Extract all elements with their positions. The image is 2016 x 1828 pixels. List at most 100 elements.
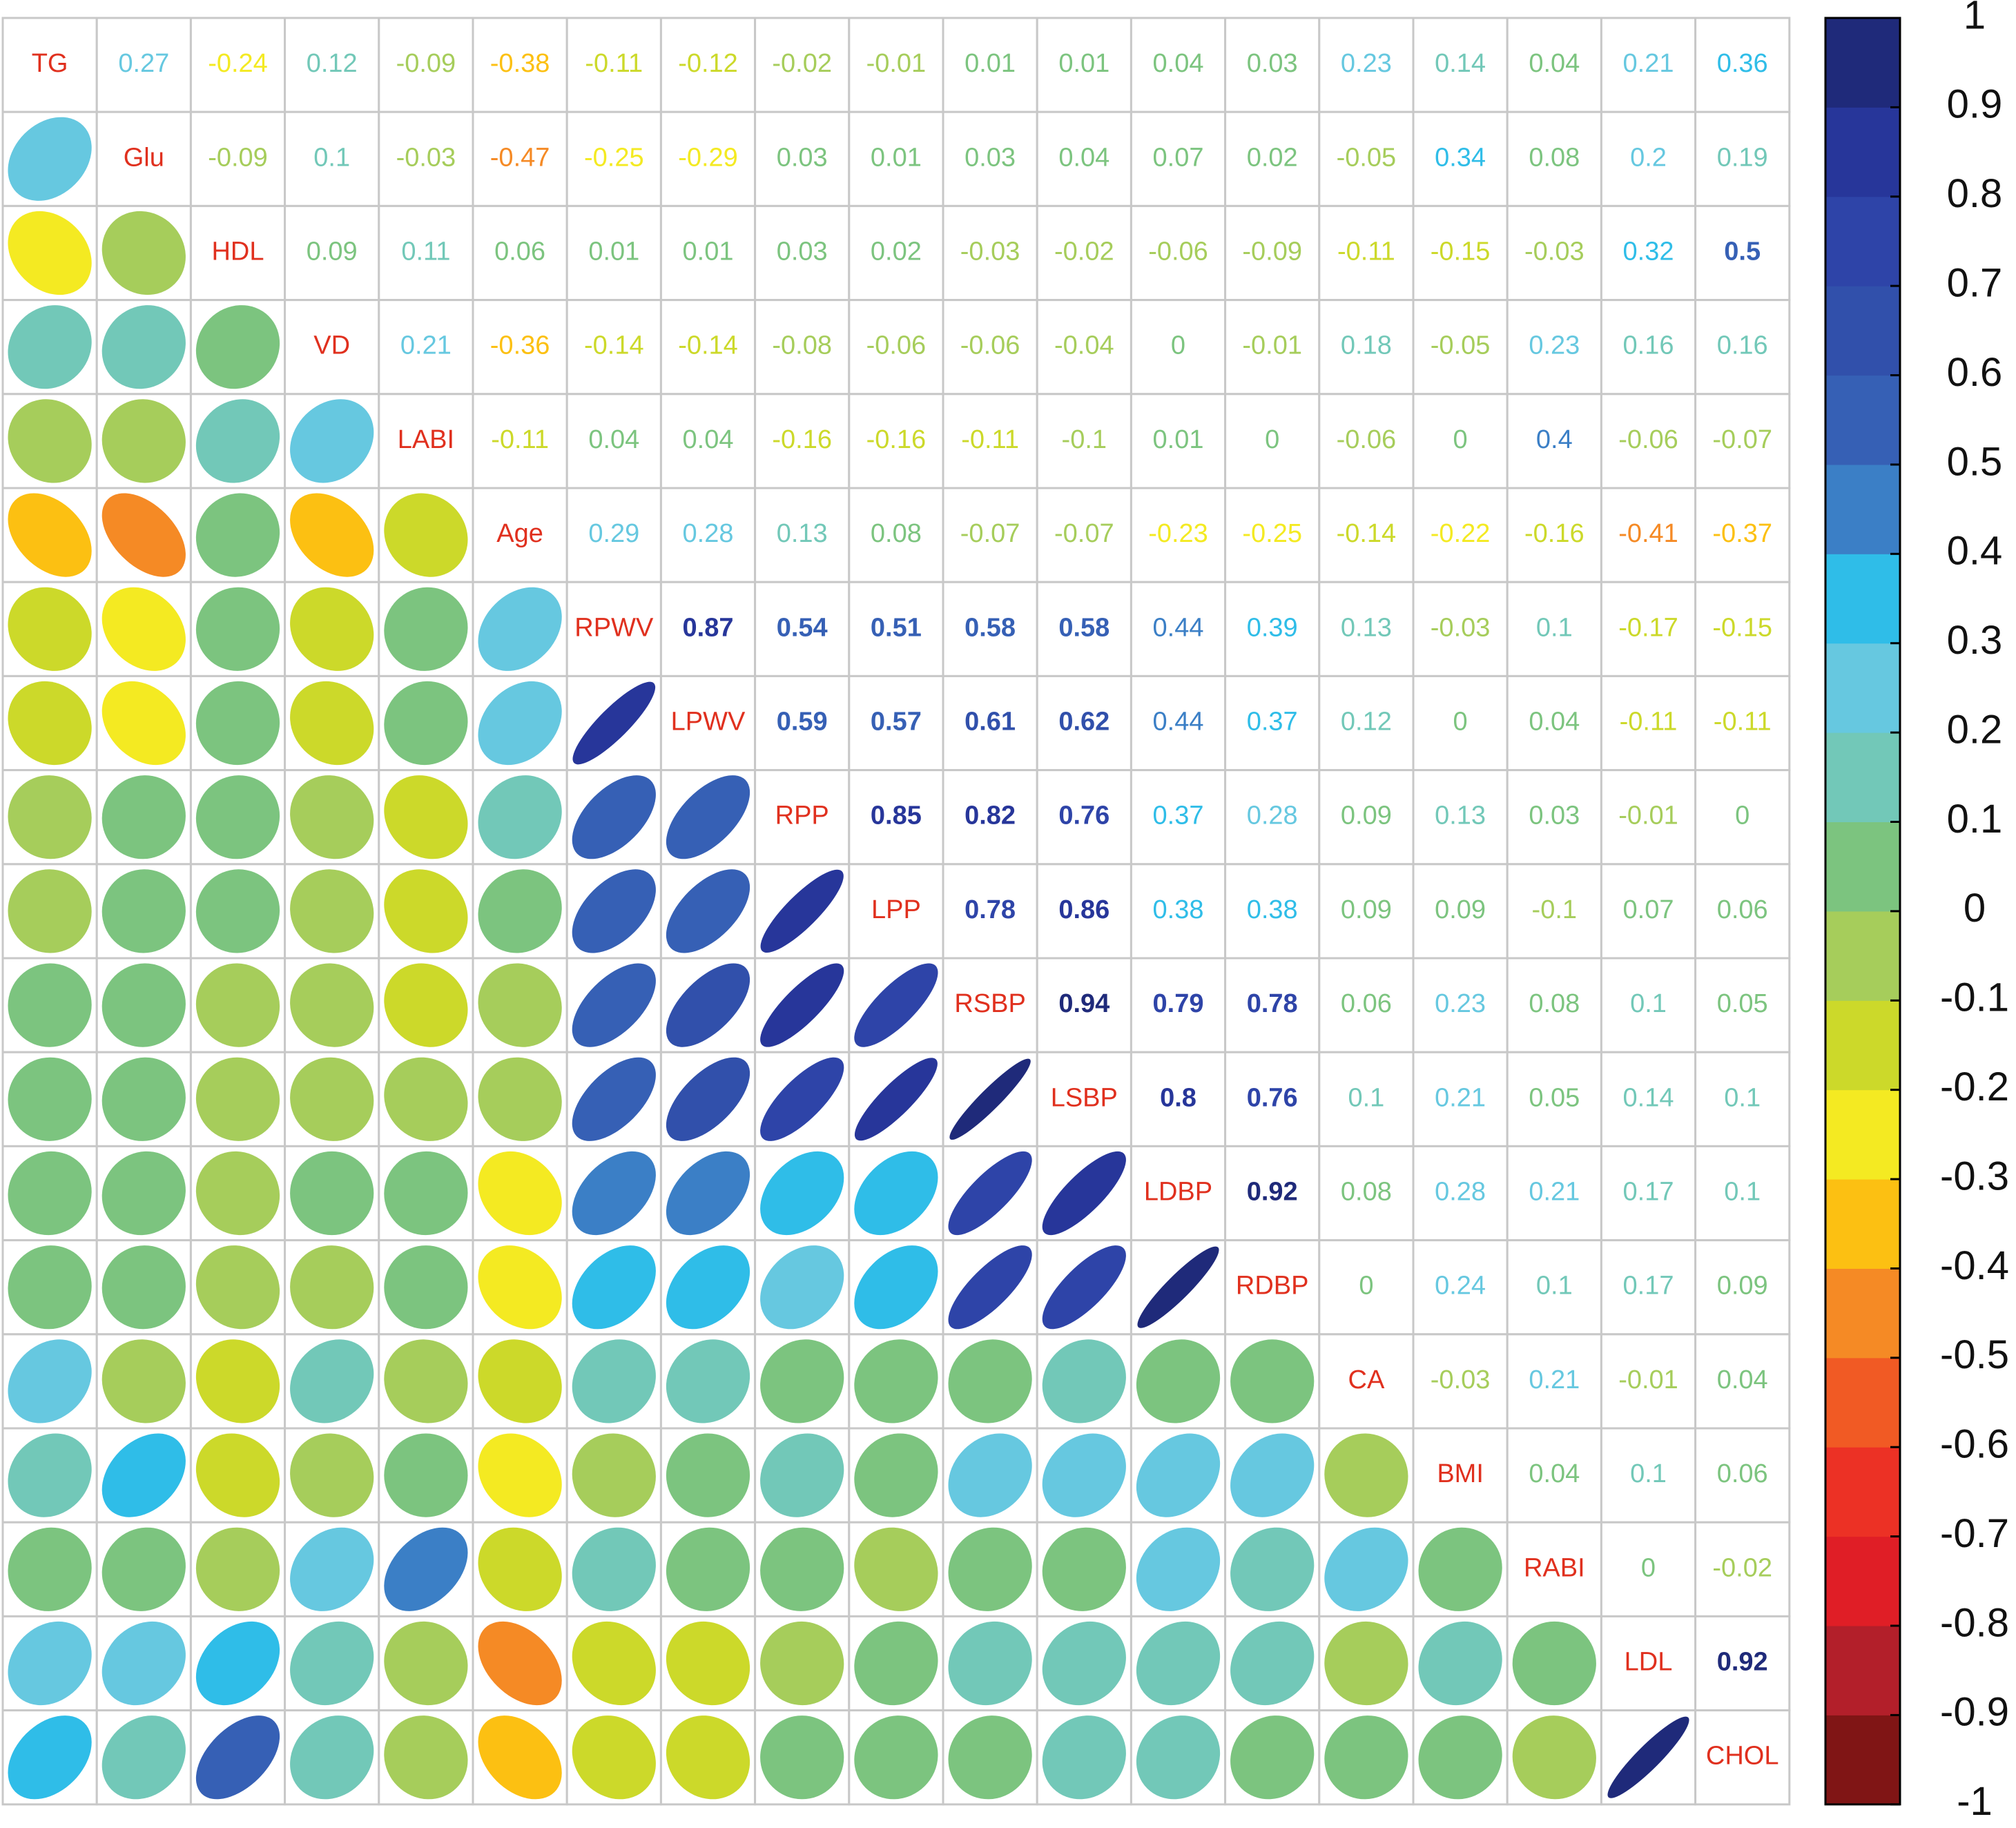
- cell: [1036, 1051, 1132, 1147]
- cell: [1506, 1239, 1602, 1336]
- colorbar-tick-label: 0.4: [1947, 529, 2003, 574]
- cell: [1600, 674, 1697, 772]
- cell: [1036, 957, 1132, 1053]
- correlation-value: 0.51: [871, 613, 922, 642]
- correlation-ellipse: [572, 775, 656, 859]
- colorbar-tick-label: -0.8: [1940, 1600, 2009, 1645]
- correlation-ellipse: [290, 1621, 374, 1706]
- cell: [284, 299, 380, 396]
- colorbar-tick-label: -0.5: [1940, 1332, 2009, 1377]
- correlation-value: 0.18: [1341, 331, 1392, 360]
- correlation-value: -0.03: [960, 237, 1020, 266]
- colorbar-bin: [1825, 1179, 1900, 1269]
- correlation-ellipse: [1324, 1527, 1408, 1611]
- correlation-value: -0.12: [678, 49, 738, 78]
- correlation-ellipse: [1324, 1433, 1408, 1517]
- correlation-ellipse: [195, 1621, 280, 1706]
- correlation-value: -0.29: [678, 143, 738, 172]
- correlation-ellipse: [1042, 1715, 1126, 1800]
- variable-label: LDL: [1625, 1648, 1673, 1677]
- correlation-value: 0.1: [1348, 1083, 1384, 1112]
- correlation-value: 0.57: [871, 708, 922, 737]
- cell: [942, 299, 1038, 396]
- colorbar-bin: [1825, 464, 1900, 554]
- cell: [1506, 957, 1602, 1053]
- cell: [1412, 204, 1509, 302]
- correlation-value: 0.08: [1529, 143, 1580, 172]
- cell: [848, 674, 944, 772]
- correlation-ellipse: [8, 775, 92, 859]
- correlation-value: -0.17: [1618, 613, 1678, 642]
- cell: [1036, 674, 1132, 772]
- correlation-ellipse: [195, 1527, 280, 1611]
- cell: [1318, 1333, 1415, 1430]
- cell: [1506, 1427, 1602, 1524]
- correlation-ellipse: [8, 1057, 92, 1141]
- correlation-value: 0.04: [1058, 143, 1109, 172]
- cell: [1318, 204, 1415, 302]
- cell: [754, 769, 851, 866]
- correlation-ellipse: [760, 1245, 844, 1330]
- correlation-value: -0.11: [961, 425, 1019, 454]
- cell: [1600, 863, 1697, 960]
- correlation-ellipse: [101, 305, 186, 389]
- cell: [1600, 957, 1697, 1053]
- correlation-value: -0.24: [208, 49, 268, 78]
- correlation-ellipse: [8, 211, 92, 295]
- cell: [565, 204, 662, 302]
- cell: [1224, 674, 1321, 772]
- colorbar-tick-label: -0.9: [1940, 1690, 2009, 1735]
- cell: [754, 674, 851, 772]
- cell: [95, 110, 192, 207]
- correlation-value: 0.23: [1341, 49, 1392, 78]
- correlation-ellipse: [195, 1715, 280, 1800]
- correlation-value: 0.04: [1529, 708, 1580, 737]
- correlation-ellipse: [290, 963, 374, 1047]
- correlation-ellipse: [760, 1621, 844, 1706]
- correlation-value: 0.21: [1623, 49, 1674, 78]
- correlation-value: -0.11: [1620, 708, 1678, 737]
- correlation-ellipse: [1230, 1433, 1315, 1517]
- correlation-ellipse: [384, 493, 468, 577]
- correlation-ellipse: [854, 1058, 938, 1141]
- correlation-value: -0.03: [396, 143, 456, 172]
- correlation-value: -0.03: [1431, 1365, 1491, 1394]
- correlation-value: 0.92: [1717, 1648, 1768, 1677]
- variable-label: LPP: [871, 895, 921, 924]
- correlation-value: 0.01: [683, 237, 734, 266]
- correlation-ellipse: [1042, 1245, 1126, 1330]
- cell: [1694, 1615, 1791, 1712]
- correlation-ellipse: [572, 681, 656, 765]
- correlation-ellipse: [854, 1339, 938, 1423]
- correlation-value: -0.04: [1054, 331, 1114, 360]
- cell: [1036, 393, 1132, 489]
- cell: [1318, 299, 1415, 396]
- correlation-ellipse: [195, 1339, 280, 1423]
- correlation-value: 0.21: [1529, 1178, 1580, 1207]
- colorbar-tick-label: -0.1: [1940, 975, 2009, 1020]
- correlation-ellipse: [195, 1057, 280, 1141]
- correlation-value: 0.59: [777, 708, 828, 737]
- cell: [1224, 1239, 1321, 1336]
- correlation-ellipse: [854, 1151, 938, 1236]
- correlation-value: -0.25: [1242, 519, 1302, 548]
- cell: [284, 204, 380, 302]
- correlation-ellipse: [948, 1151, 1032, 1236]
- cell: [1506, 863, 1602, 960]
- cell: [1600, 1427, 1697, 1524]
- correlation-ellipse: [8, 399, 92, 483]
- correlation-value: 0.13: [1435, 801, 1486, 830]
- cell: [1224, 17, 1321, 113]
- colorbar-tick-label: -0.3: [1940, 1154, 2009, 1198]
- cell: [1600, 1333, 1697, 1430]
- cell: [1412, 1051, 1509, 1147]
- correlation-ellipse: [666, 1057, 750, 1141]
- colorbar-bin: [1825, 1715, 1900, 1805]
- cell: [942, 393, 1038, 489]
- cell: [1036, 110, 1132, 207]
- correlation-ellipse: [384, 1527, 468, 1611]
- cell: [1130, 1051, 1227, 1147]
- variable-label: LABI: [398, 425, 454, 454]
- correlation-ellipse: [8, 493, 92, 577]
- correlation-value: 0.32: [1623, 237, 1674, 266]
